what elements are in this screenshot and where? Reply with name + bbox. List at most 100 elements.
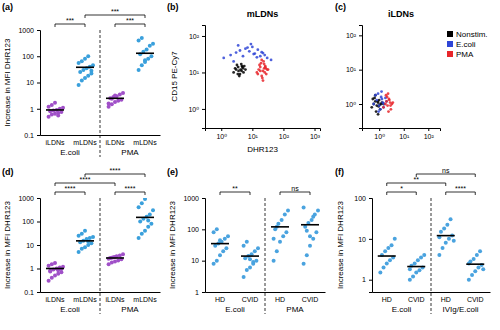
point (246, 46, 249, 49)
tick-mark (369, 280, 372, 281)
axis-line (202, 26, 206, 129)
mean-line (46, 109, 64, 111)
tick: 10¹ (346, 66, 362, 73)
tick: CVID (408, 292, 425, 303)
tick: mLDNs (133, 292, 157, 303)
point (80, 232, 84, 236)
group-label: E.coli (60, 305, 80, 314)
tick: 1000 (18, 195, 40, 202)
point (252, 53, 255, 56)
tick-mark (359, 35, 362, 36)
point (387, 92, 390, 95)
axis: 10⁰10¹10² (188, 26, 205, 129)
tick-mark (37, 30, 40, 31)
point (235, 51, 238, 54)
significance-bracket (115, 192, 145, 195)
point (302, 205, 306, 209)
point (253, 249, 257, 253)
point (380, 90, 383, 93)
point (281, 234, 285, 238)
tick-label: 1000 (18, 27, 34, 34)
tick-label: 100 (22, 53, 34, 60)
legend-label: Nonstim. (456, 30, 488, 39)
y-axis-title: Increase in MFI DHR123 (3, 38, 12, 127)
point (275, 249, 279, 253)
tick-label: 1 (195, 289, 199, 296)
plot-area (370, 90, 394, 116)
tick-mark (37, 198, 40, 199)
tick-mark (37, 245, 40, 246)
point (107, 101, 111, 105)
point (229, 54, 232, 57)
tick-mark (221, 128, 222, 131)
tick-mark (202, 229, 205, 230)
group-divider (265, 198, 266, 314)
point (53, 261, 57, 265)
axis: 1101001000 (183, 195, 205, 296)
tick: iLDNs (45, 135, 65, 146)
tick-label: 10² (424, 133, 435, 140)
point (140, 201, 144, 205)
point (260, 59, 263, 62)
significance-bracket (55, 183, 115, 186)
tick: 10³ (310, 128, 321, 140)
point (61, 106, 65, 110)
axis-line (373, 292, 491, 293)
significance-label: **** (125, 185, 136, 192)
category-label: mLDNs (133, 296, 157, 303)
point (113, 93, 117, 97)
axis: 10⁰10¹10² (363, 128, 441, 140)
point (50, 276, 54, 280)
tick: 10² (346, 32, 362, 39)
significance-label: *** (126, 17, 134, 24)
axis-line (37, 199, 41, 293)
point (263, 71, 266, 74)
point (264, 66, 267, 69)
point (140, 232, 144, 236)
axis-line (359, 26, 363, 129)
point (53, 101, 57, 105)
point (308, 244, 312, 248)
point (391, 101, 394, 104)
tick: HD (441, 292, 451, 303)
tick: 1000 (183, 195, 205, 202)
tick: CVID (242, 292, 259, 303)
figure-container: 0.11101001000iLDNsmLDNsiLDNsmLDNsE.coliP… (0, 0, 500, 330)
tick-label: 10 (26, 242, 34, 249)
axis: HDCVIDHDCVID (373, 292, 491, 303)
chart-title: iLDNs (388, 9, 414, 19)
point (272, 259, 276, 263)
point (146, 219, 150, 223)
tick: 100 (22, 218, 40, 225)
tick-label: 0.1 (24, 289, 34, 296)
significance-bracket (220, 192, 250, 195)
point (232, 71, 235, 74)
tick: 10² (424, 128, 435, 140)
point (377, 105, 380, 108)
point (419, 255, 423, 259)
point (305, 229, 309, 233)
point (237, 70, 240, 73)
point (77, 250, 81, 254)
point (83, 57, 87, 61)
tick: 10² (279, 128, 290, 140)
tick-mark (359, 104, 362, 105)
group-divider (100, 198, 101, 314)
significance-bracket (85, 15, 145, 18)
significance-bracket (280, 192, 310, 195)
point (234, 67, 237, 70)
point (266, 57, 269, 60)
tick-mark (37, 56, 40, 57)
point (385, 100, 388, 103)
axis: iLDNsmLDNsiLDNsmLDNs (41, 292, 161, 303)
point (416, 258, 420, 262)
point (143, 229, 147, 233)
point (256, 48, 259, 51)
point (478, 249, 482, 253)
point (218, 238, 222, 242)
point (250, 43, 253, 46)
tick: 10 (358, 236, 372, 243)
mean-line (106, 98, 124, 100)
point (140, 36, 144, 40)
point (83, 245, 87, 249)
